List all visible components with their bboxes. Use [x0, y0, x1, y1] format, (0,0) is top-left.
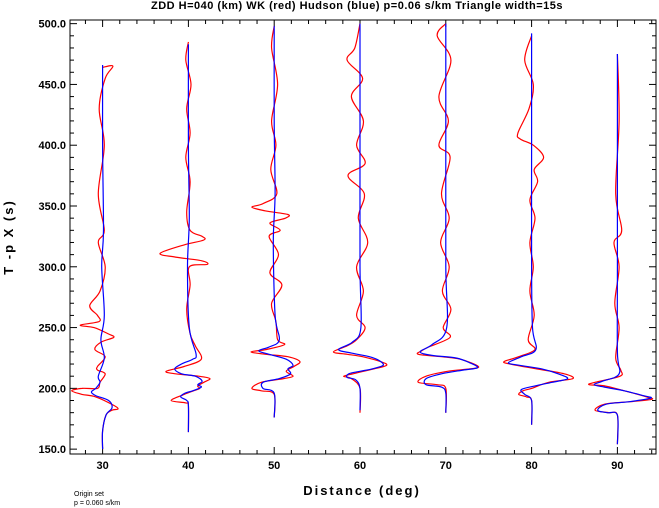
wk-trace-70 [416, 23, 480, 413]
chart-title: ZDD H=040 (km) WK (red) Hudson (blue) p=… [151, 0, 563, 12]
x-tick-label: 50 [268, 460, 280, 472]
x-tick-label: 40 [182, 460, 194, 472]
plot-frame [69, 19, 657, 455]
wk-trace-40 [159, 41, 211, 433]
wk-trace-50 [250, 26, 301, 418]
y-tick-label: 250.0 [38, 323, 66, 335]
x-axis-label: Distance (deg) [303, 483, 421, 498]
x-tick-label: 90 [611, 460, 623, 472]
y-tick-label: 200.0 [38, 383, 66, 395]
hudson-trace-80 [507, 33, 569, 425]
y-tick-label: 150.0 [38, 444, 66, 456]
hudson-trace-70 [419, 23, 479, 413]
hudson-trace-90 [593, 54, 652, 445]
hudson-trace-40 [174, 44, 203, 433]
footnote-line-2: p = 0.060 s/km [74, 500, 120, 507]
y-tick-label: 500.0 [38, 19, 66, 31]
hudson-trace-50 [258, 26, 294, 418]
seismogram-traces [71, 23, 654, 450]
x-tick-label: 70 [440, 460, 452, 472]
x-axis-ticks: 30 40 50 60 70 80 90 [84, 20, 653, 472]
wk-trace-80 [503, 35, 574, 425]
y-tick-label: 350.0 [38, 201, 66, 213]
x-tick-label: 30 [96, 460, 108, 472]
x-tick-label: 80 [525, 460, 537, 472]
y-axis-ticks: 150.0 200.0 250.0 300.0 350.0 400.0 450.0 500.0 [38, 19, 656, 456]
hudson-trace-60 [337, 23, 385, 411]
y-tick-label: 400.0 [38, 140, 66, 152]
hudson-trace-30 [90, 64, 113, 450]
footnote-line-1: Origin set [74, 491, 104, 498]
y-axis-label: T -p X (s) [1, 199, 16, 275]
wk-trace-30 [71, 65, 119, 450]
y-tick-label: 450.0 [38, 79, 66, 91]
x-tick-label: 60 [354, 460, 366, 472]
y-tick-label: 300.0 [38, 262, 66, 274]
